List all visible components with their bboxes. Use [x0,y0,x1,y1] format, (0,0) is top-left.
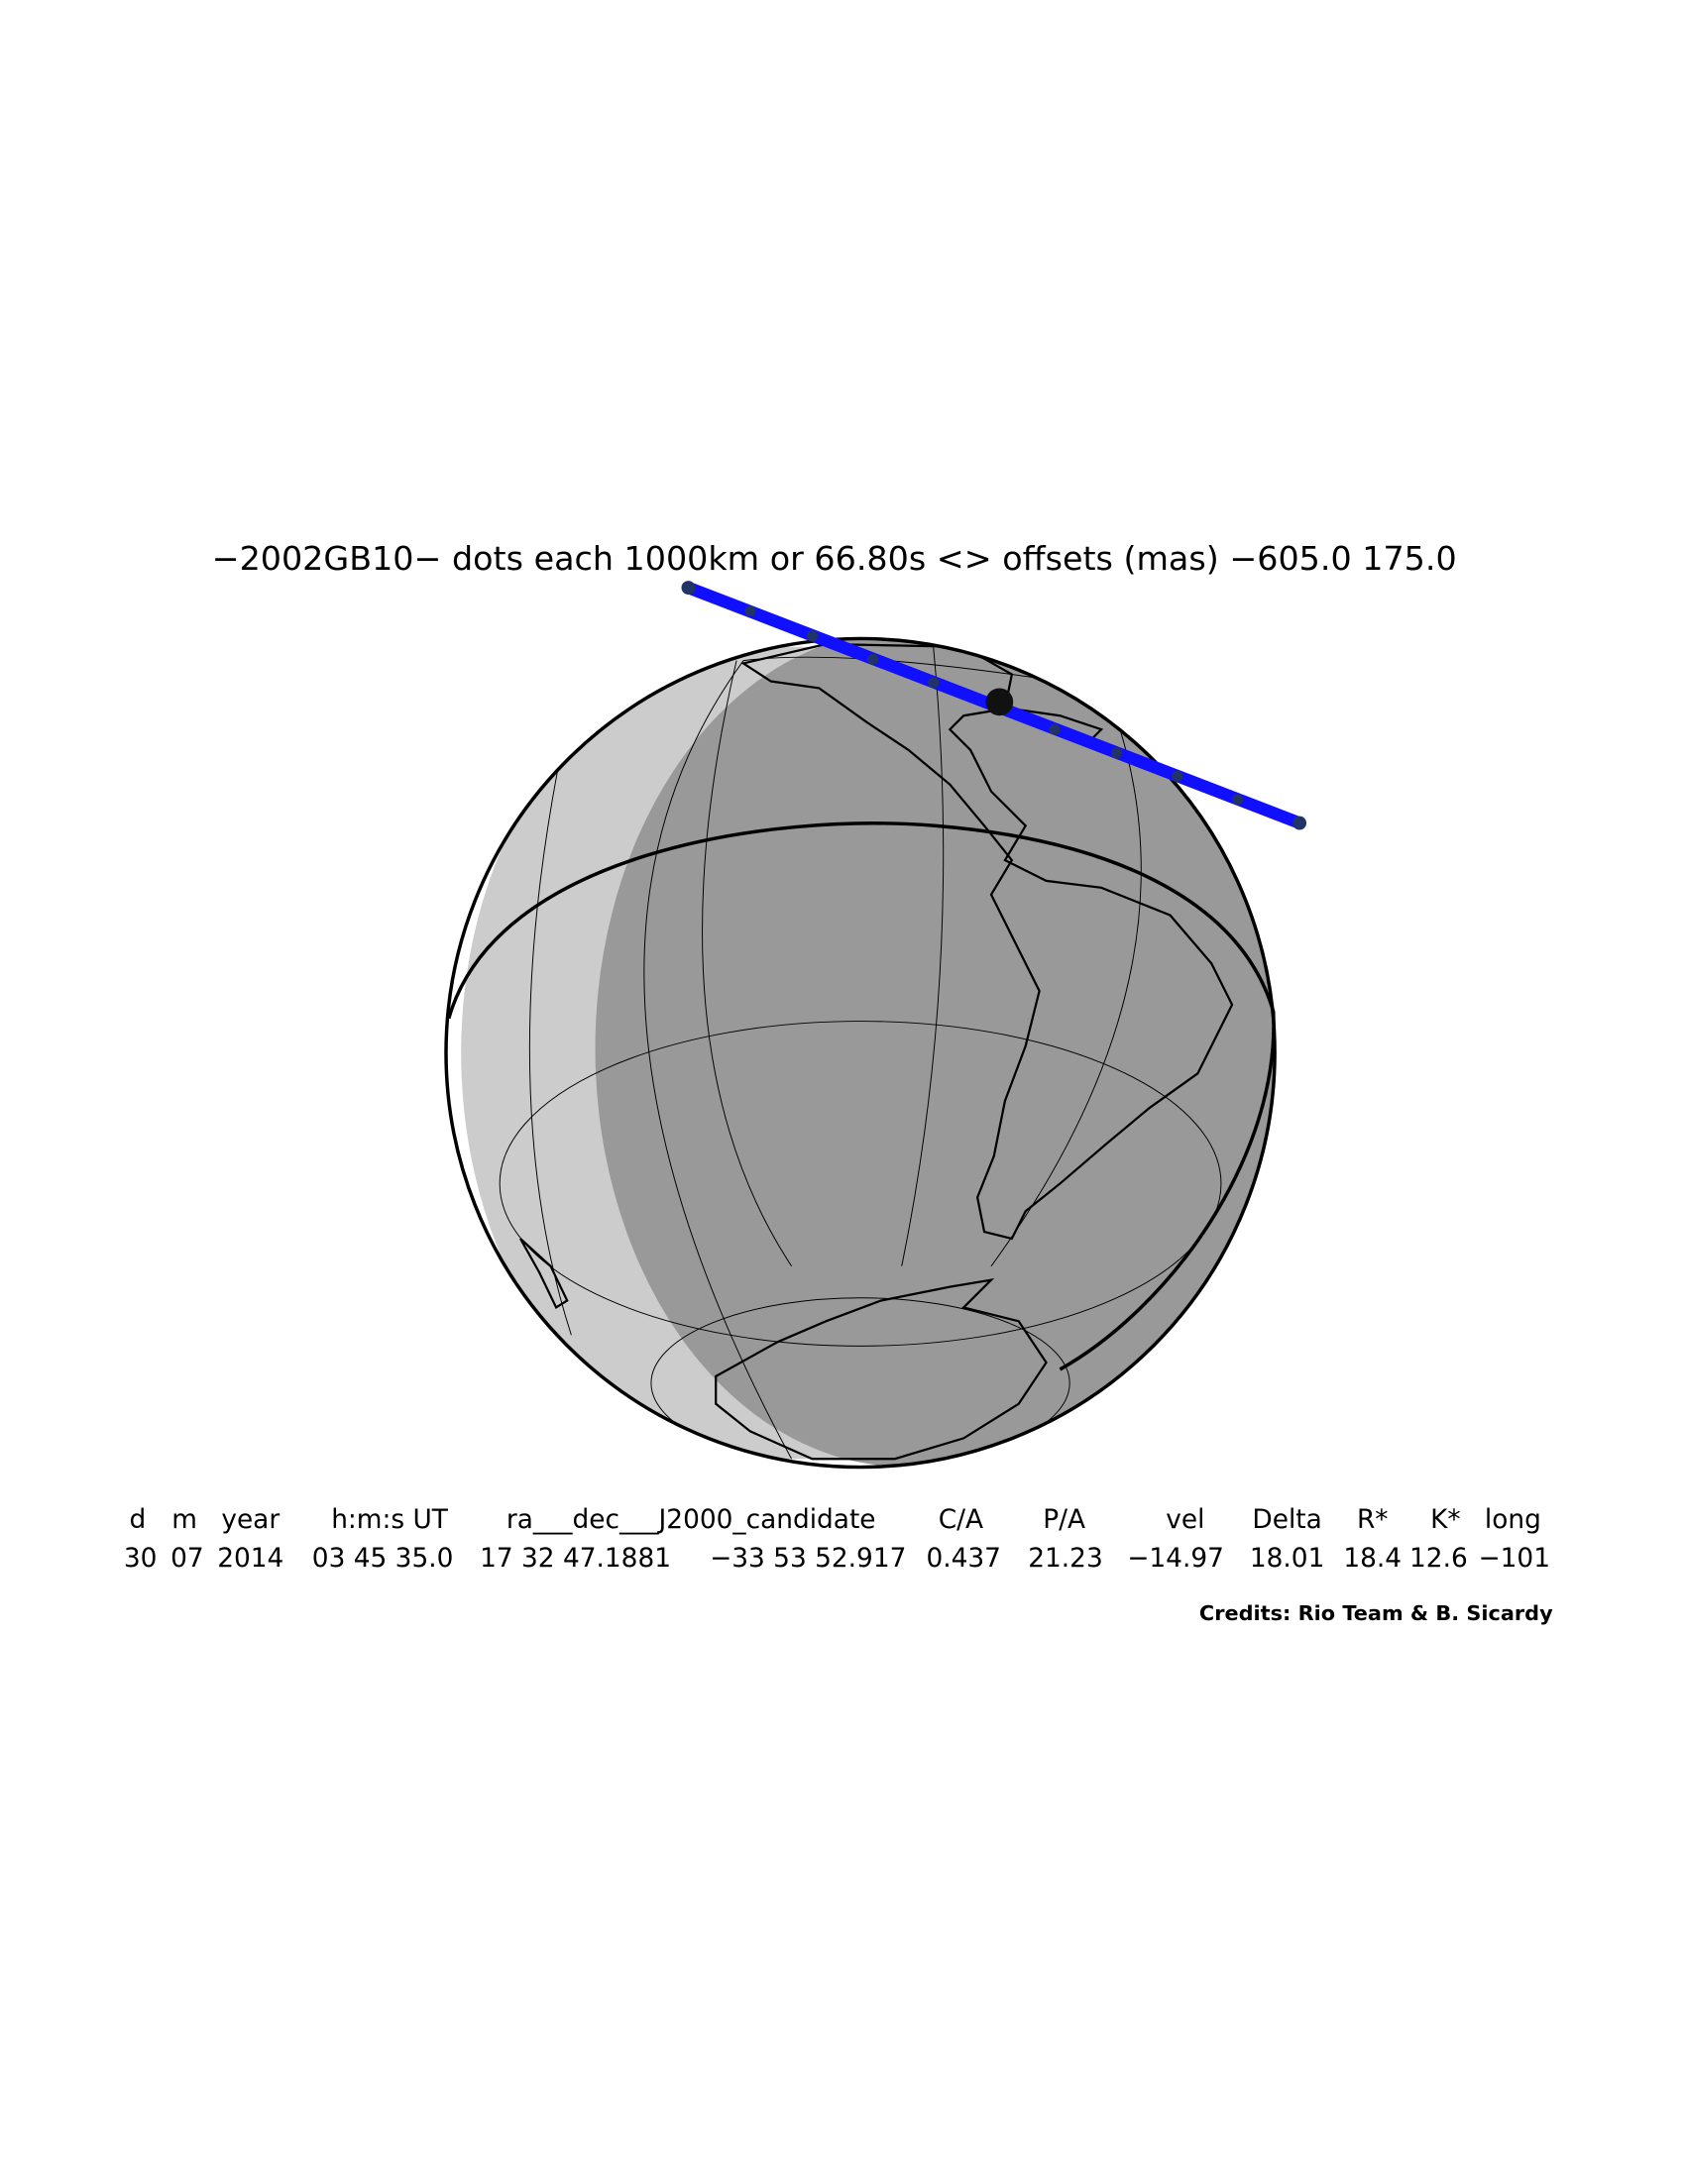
column-value: 0.437 [926,1544,1001,1574]
night-side [595,638,1276,1468]
globe-limb [444,636,1277,1470]
event-table: d m year h:m:s UT ra___dec___J2000_candidate… [124,1505,1550,1574]
equator [447,821,1276,1371]
column-header: d [130,1505,147,1535]
column-header: h:m:s UT [331,1505,449,1535]
column-header: K* [1430,1505,1460,1535]
column-value: −33 53 52.917 [710,1544,906,1574]
column-value: 2014 [217,1544,283,1574]
column-header: Delta [1252,1505,1321,1535]
column-header: m [171,1505,197,1535]
column-value: 21.23 [1028,1544,1103,1574]
column-header: year [221,1505,280,1535]
column-header: long [1485,1505,1541,1535]
column-header: R* [1357,1505,1389,1535]
column-value: 07 [170,1544,204,1574]
column-header: ra___dec___J2000_candidate [506,1505,876,1535]
closest-approach [985,688,1014,716]
column-value: 30 [124,1544,158,1574]
column-value: −14.97 [1127,1544,1224,1574]
track-dots [681,581,1307,830]
column-value: 18.01 [1250,1544,1325,1574]
globe [444,636,1277,1470]
column-value: 17 32 47.1881 [480,1544,671,1574]
column-value: 03 45 35.0 [312,1544,454,1574]
column-header: vel [1166,1505,1204,1535]
shadow-track [681,581,1307,830]
column-value: 12.6 [1409,1544,1468,1574]
credits: Credits: Rio Team & B. Sicardy [1199,1601,1553,1625]
column-header: C/A [939,1505,983,1535]
map-title: −2002GB10− dots each 1000km or 66.80s <>… [212,539,1457,578]
column-value: 18.4 [1343,1544,1402,1574]
column-header: P/A [1043,1505,1085,1535]
column-value: −101 [1479,1544,1550,1574]
